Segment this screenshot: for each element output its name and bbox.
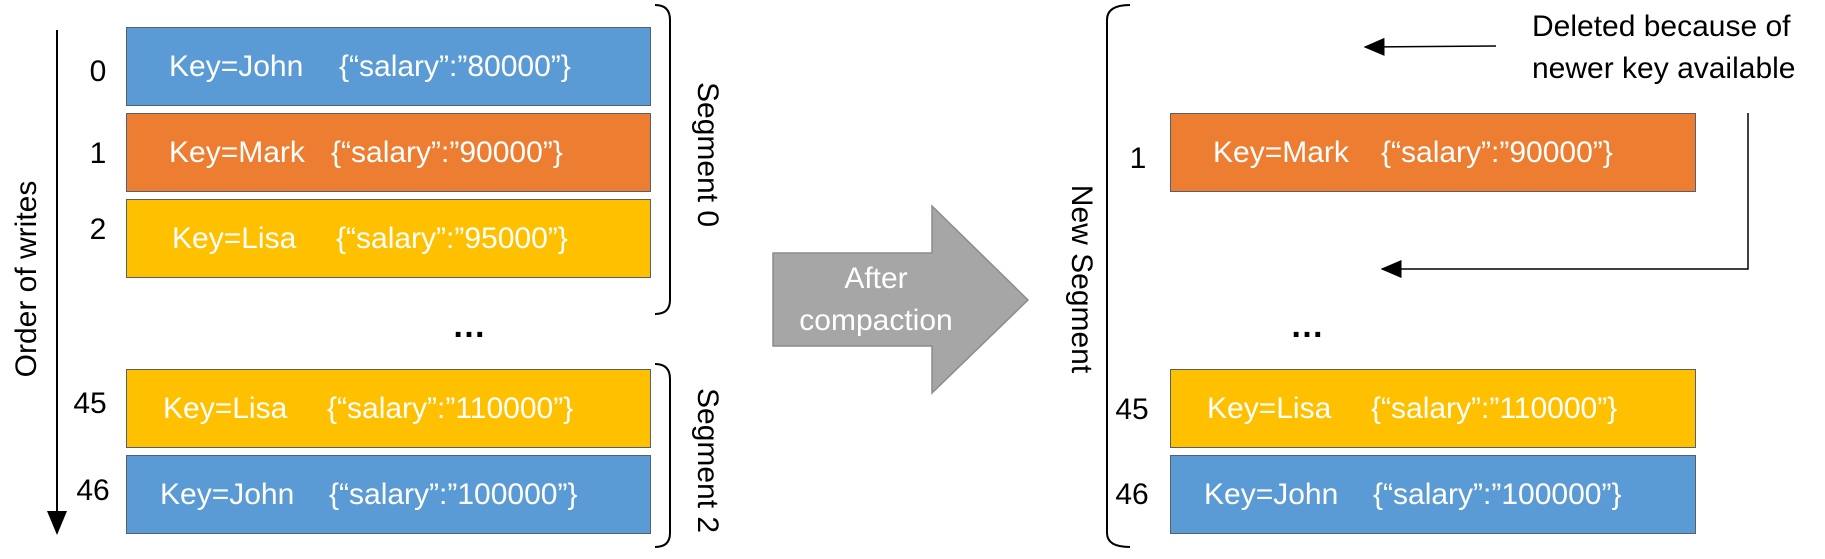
record-key: Key=John (160, 477, 295, 511)
record-box: Key=Lisa {“salary”:”110000”} (1170, 369, 1696, 448)
ellipsis: … (1290, 307, 1326, 345)
ellipsis: … (452, 307, 488, 345)
compaction-label-line2: compaction (799, 304, 953, 337)
record-key: Key=Lisa (172, 221, 297, 255)
record-value: {“salary”:”110000”} (327, 391, 574, 425)
record-key: Key=Mark (169, 135, 305, 169)
record-key: Key=Lisa (163, 391, 288, 425)
order-of-writes-label: Order of writes (10, 180, 43, 378)
record-box: Key=Lisa {“salary”:”95000”} (126, 199, 651, 278)
new-segment-label: New Segment (1065, 184, 1098, 374)
record-value: {“salary”:”110000”} (1371, 391, 1618, 425)
segment-2-bracket (654, 363, 671, 548)
deleted-note-line2: newer key available (1532, 52, 1796, 85)
record-box: Key=John {“salary”:”100000”} (1170, 455, 1696, 534)
segment-0-bracket (654, 4, 671, 315)
record-box: Key=John {“salary”:”100000”} (126, 455, 651, 534)
row-index: 45 (1115, 393, 1149, 426)
record-box: Key=Mark {“salary”:”90000”} (1170, 113, 1696, 192)
record-box: Key=Lisa {“salary”:”110000”} (126, 369, 651, 448)
record-box: Key=Mark {“salary”:”90000”} (126, 113, 651, 192)
record-key: Key=John (169, 49, 304, 83)
record-value: {“salary”:”100000”} (329, 477, 578, 511)
deleted-arrow-top (1363, 37, 1497, 56)
record-value: {“salary”:”90000”} (331, 135, 563, 169)
record-key: Key=Lisa (1207, 391, 1332, 425)
segment-0-label: Segment 0 (691, 82, 724, 228)
row-index: 2 (89, 213, 107, 246)
compaction-label-line1: After (844, 262, 908, 295)
deleted-arrow-bottom (1380, 113, 1749, 278)
deleted-note-line1: Deleted because of (1532, 10, 1791, 43)
record-key: Key=John (1204, 477, 1339, 511)
record-key: Key=Mark (1213, 135, 1349, 169)
row-index: 1 (1129, 142, 1147, 175)
new-segment-bracket (1106, 4, 1131, 548)
record-value: {“salary”:”80000”} (339, 49, 571, 83)
compaction-label: After compaction (773, 258, 979, 342)
segment-2-label: Segment 2 (691, 388, 724, 534)
row-index: 45 (73, 387, 107, 420)
row-index: 0 (89, 55, 107, 88)
row-index: 46 (76, 474, 110, 507)
row-index: 46 (1115, 478, 1149, 511)
compaction-arrow (772, 204, 1030, 395)
record-box: Key=John {“salary”:”80000”} (126, 27, 651, 106)
record-value: {“salary”:”90000”} (1381, 135, 1613, 169)
record-value: {“salary”:”100000”} (1373, 477, 1622, 511)
deleted-note: Deleted because of newer key available (1532, 6, 1795, 90)
row-index: 1 (89, 137, 107, 170)
record-value: {“salary”:”95000”} (336, 221, 568, 255)
